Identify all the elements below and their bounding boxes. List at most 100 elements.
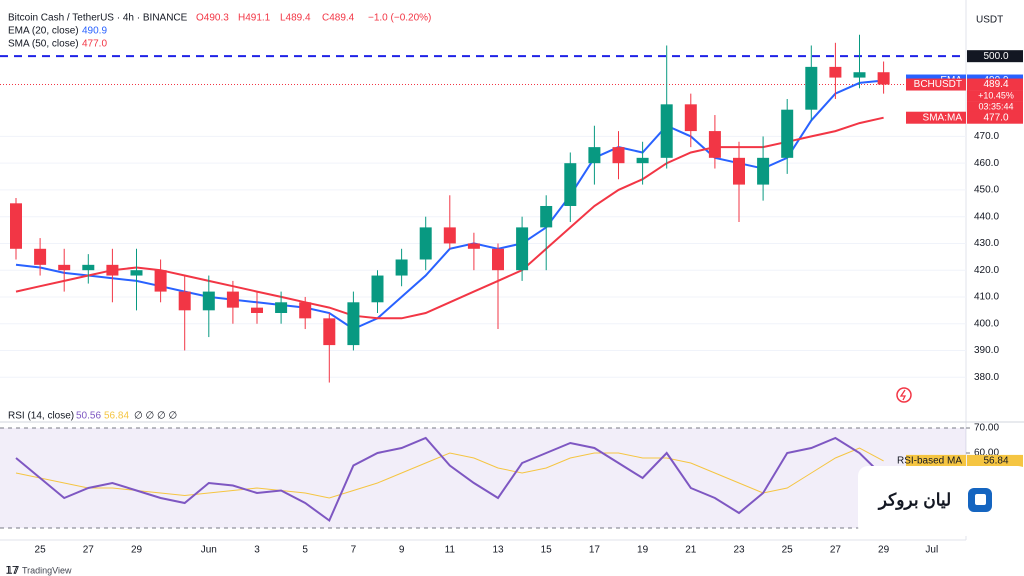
candle-body	[684, 104, 697, 132]
y-tick-label: 70.00	[974, 423, 999, 434]
candle-body	[467, 243, 480, 249]
series-line	[15, 447, 884, 499]
price-label-extra: +10.45%	[978, 90, 1014, 100]
candle-body	[564, 163, 577, 206]
ohlc-value: −1.0 (−0.20%)	[368, 13, 431, 24]
x-tick-label: 19	[637, 545, 649, 556]
candle-body	[636, 157, 649, 164]
candle-body	[251, 307, 263, 313]
y-tick-label: 410.0	[974, 292, 999, 303]
candle-body	[178, 291, 191, 311]
candle-body	[323, 318, 336, 346]
candle-body	[805, 66, 818, 110]
candle-body	[130, 270, 143, 276]
candle-body	[708, 131, 721, 158]
x-tick-label: 29	[878, 545, 890, 556]
x-tick-label: 7	[351, 545, 357, 556]
x-tick-label: 3	[254, 545, 260, 556]
ohlc-value: C489.4	[322, 13, 355, 24]
price-label-name: SMA:MA	[923, 112, 963, 123]
watermark-logo-inner	[975, 494, 986, 505]
candle-body	[371, 275, 384, 303]
y-tick-label: 390.0	[974, 345, 999, 356]
candle-body	[299, 302, 312, 319]
candle-body	[781, 109, 794, 158]
alert-icon[interactable]	[896, 387, 912, 403]
candle-body	[226, 291, 239, 308]
legend-name: EMA (20, close)	[8, 26, 79, 37]
x-tick-label: 11	[445, 545, 456, 556]
price-label-box	[967, 454, 1023, 467]
currency: USDT	[976, 15, 1003, 26]
watermark: لیان بروکر	[877, 490, 952, 510]
candle-body	[106, 264, 119, 276]
candle-body	[492, 248, 504, 271]
footer-logo: 𝟙𝟟	[6, 566, 19, 576]
y-tick-label: 380.0	[974, 372, 999, 383]
price-label-extra-box	[967, 101, 1023, 113]
ohlc-value: O490.3	[196, 13, 229, 24]
y-tick-label: 420.0	[974, 265, 999, 276]
x-tick-label: 17	[589, 545, 601, 556]
candle-body	[202, 291, 215, 311]
x-tick-label: Jun	[201, 545, 217, 556]
x-tick-label: Jul	[925, 545, 938, 556]
price-label-name-box	[906, 454, 966, 467]
legend-name: SMA (50, close)	[8, 39, 79, 50]
x-tick-label: 5	[302, 545, 308, 556]
price-label-name-box	[906, 78, 966, 91]
legend-extra: ∅ ∅ ∅ ∅	[134, 411, 177, 422]
x-tick-label: 23	[733, 545, 745, 556]
y-tick-label: 400.0	[974, 318, 999, 329]
candle-body	[612, 147, 625, 164]
series-line	[15, 436, 885, 523]
price-label: 477.0	[983, 112, 1008, 123]
candle-body	[58, 264, 71, 271]
legend-value: 490.9	[82, 26, 107, 37]
price-label-box	[967, 78, 1023, 91]
x-tick-label: 27	[830, 545, 842, 556]
x-tick-label: 21	[685, 545, 697, 556]
rsi-pane: 70.00 60.00	[0, 423, 999, 529]
legend-value: 477.0	[82, 39, 107, 50]
price-label-name: BCHUSDT	[914, 79, 962, 90]
alert-bolt	[899, 389, 907, 401]
price-label: 489.4	[983, 79, 1008, 90]
x-tick-label: 25	[35, 545, 47, 556]
candle-body	[82, 264, 95, 271]
candle-body	[588, 147, 601, 164]
candle-body	[395, 259, 408, 276]
price-pane: 380.0 390.0 400.0 410.0 420.0 430.0 440.0 450.0…	[0, 34, 1023, 383]
candle-body	[757, 157, 770, 185]
y-tick-label: 470.0	[974, 131, 999, 142]
x-tick-label: 29	[131, 545, 143, 556]
watermark-box	[858, 466, 1024, 536]
x-tick-label: 25	[782, 545, 794, 556]
x-tick-label: 9	[399, 545, 405, 556]
price-label-name-box	[906, 111, 966, 124]
y-tick-label: 450.0	[974, 185, 999, 196]
candle-body	[154, 270, 167, 292]
candle-body	[10, 203, 22, 249]
y-tick-label: 60.00	[974, 448, 999, 459]
price-label-extra-box	[967, 90, 1023, 102]
candle-body	[540, 205, 553, 228]
price-label-box	[967, 111, 1023, 124]
candle-body	[853, 72, 866, 78]
rsi-band	[0, 428, 966, 528]
title: Bitcoin Cash / TetherUS · 4h · BINANCE	[8, 13, 188, 24]
x-tick-label: 15	[541, 545, 553, 556]
level-label-box	[967, 50, 1023, 63]
price-label-name: RSI-based MA	[897, 456, 962, 467]
candle-body	[733, 157, 745, 185]
candle-body	[829, 66, 842, 78]
candle-body	[516, 227, 529, 271]
y-tick-label: 460.0	[974, 158, 999, 169]
y-tick-label: 440.0	[974, 211, 999, 222]
legend-value: 56.84	[104, 411, 129, 422]
ohlc-value: H491.1	[238, 13, 271, 24]
candle-body	[275, 302, 288, 313]
price-label-extra: 03:35:44	[978, 101, 1013, 111]
x-tick-label: 13	[492, 545, 504, 556]
